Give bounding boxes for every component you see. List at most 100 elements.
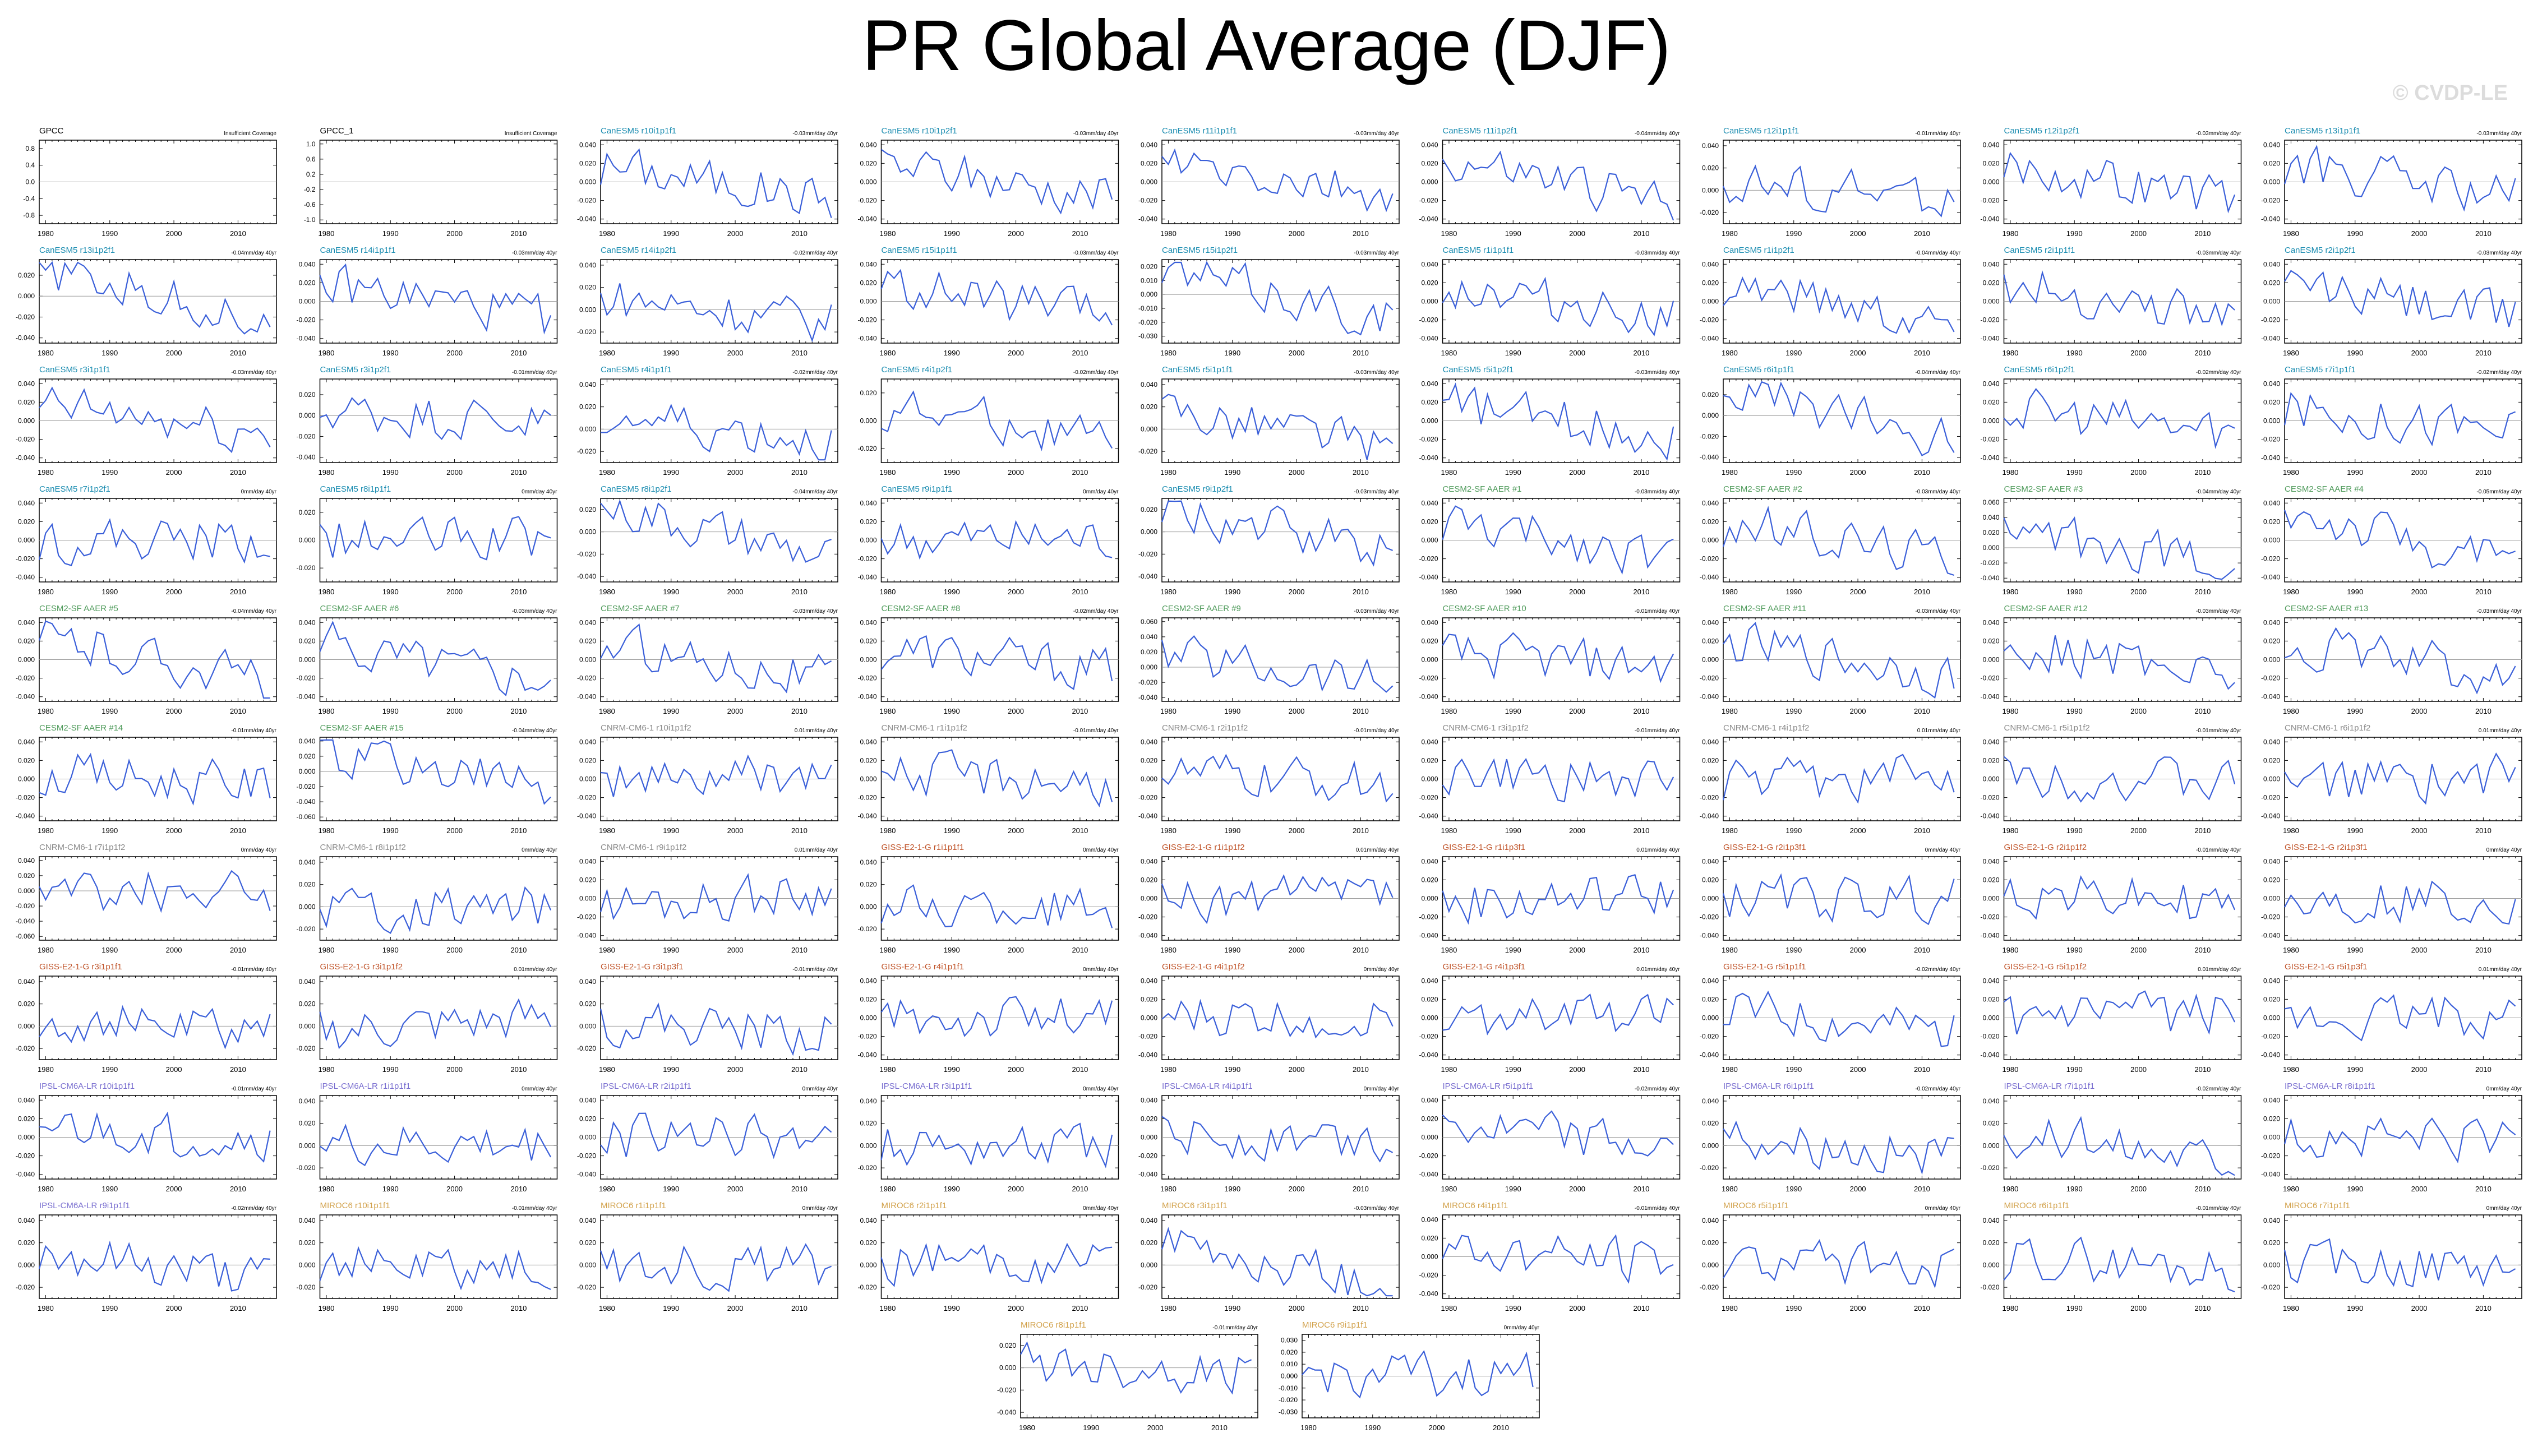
x-tick-label: 2010 (2475, 468, 2492, 477)
x-tick-label: 2000 (1008, 707, 1024, 715)
x-tick-label: 2010 (1353, 349, 1369, 357)
y-tick-label: 0.020 (860, 159, 876, 167)
x-tick-label: 2000 (166, 826, 182, 835)
y-tick-label: 0.020 (2263, 159, 2280, 167)
x-tick-label: 1990 (382, 826, 399, 835)
x-tick-label: 2010 (2194, 349, 2211, 357)
y-tick-label: -0.040 (296, 693, 315, 701)
plot-frame (1161, 617, 1400, 702)
panel: CanESM5 r5i1p1f1 -0.03mm/day 40yr 1980 1990… (1138, 365, 1400, 477)
x-tick-label: 1980 (879, 826, 896, 835)
x-tick-label: 1990 (2347, 349, 2363, 357)
panel-title: CanESM5 r7i1p1f1 (2285, 365, 2356, 375)
panel: CESM2-SF AAER #10 -0.01mm/day 40yr 1980 199… (1419, 604, 1681, 715)
y-tick-label: -0.040 (1700, 335, 1719, 343)
y-tick-label: 0.040 (298, 260, 315, 268)
y-tick-label: 0.040 (579, 141, 596, 149)
x-tick-label: 2000 (727, 349, 744, 357)
x-tick-label: 2010 (2194, 707, 2211, 715)
y-tick-label: 0.020 (860, 279, 876, 286)
y-tick-label: -0.020 (1138, 318, 1157, 326)
plot-frame (319, 737, 558, 821)
y-tick-label: 0.020 (1982, 398, 1999, 406)
x-tick-label: 1990 (944, 707, 960, 715)
panel-title: CanESM5 r6i1p1f1 (1723, 365, 1794, 375)
panel: CESM2-SF AAER #3 -0.04mm/day 40yr 1980 1990… (1980, 484, 2242, 596)
series-line (320, 739, 551, 805)
x-tick-label: 2000 (1008, 349, 1024, 357)
y-tick-label: -0.040 (577, 215, 596, 223)
x-tick-label: 1980 (2002, 468, 2018, 477)
panel: CanESM5 r10i1p1f1 -0.03mm/day 40yr 1980 199… (577, 126, 838, 238)
y-tick-label: 0.020 (1982, 159, 1999, 167)
x-tick-label: 2000 (1008, 826, 1024, 835)
series-line (38, 620, 270, 699)
x-tick-label: 2000 (2130, 707, 2147, 715)
y-tick-label: -0.020 (296, 432, 315, 440)
x-tick-label: 1990 (944, 826, 960, 835)
y-tick-label: -0.020 (1138, 678, 1157, 686)
trend-label: -0.02mm/day 40yr (792, 250, 838, 256)
panel: CanESM5 r15i1p2f1 -0.03mm/day 40yr 1980 199… (1138, 246, 1400, 357)
panel-title: CESM2-SF AAER #14 (39, 723, 123, 733)
y-tick-label: 0.020 (298, 637, 315, 645)
x-tick-label: 1990 (382, 229, 399, 238)
series-line (1442, 276, 1674, 336)
y-tick-label: -0.6 (304, 201, 316, 209)
y-tick-label: -0.040 (1138, 694, 1157, 701)
y-tick-label: 0.020 (579, 506, 596, 514)
x-tick-label: 2000 (2411, 707, 2428, 715)
trend-label: -0.03mm/day 40yr (792, 131, 838, 137)
panel-title: CESM2-SF AAER #12 (2004, 604, 2088, 613)
y-tick-label: 0.040 (298, 737, 315, 745)
y-tick-label: 0.000 (18, 775, 35, 783)
panel-title: CanESM5 r15i1p2f1 (1162, 246, 1238, 255)
x-tick-label: 1990 (663, 468, 679, 477)
y-tick-label: 0.000 (579, 306, 596, 313)
series-line (39, 386, 271, 454)
y-tick-label: 0.000 (298, 768, 315, 775)
x-tick-label: 1990 (101, 826, 118, 835)
x-tick-label: 2010 (1633, 229, 1649, 238)
y-tick-label: 0.000 (1982, 544, 1999, 552)
series-line (880, 520, 1113, 560)
x-tick-label: 2000 (166, 468, 182, 477)
panel-title: CanESM5 r4i1p2f1 (882, 365, 953, 375)
series-line (600, 754, 832, 797)
y-tick-label: -0.040 (2261, 335, 2280, 343)
y-tick-label: 0.020 (860, 389, 876, 397)
y-tick-label: 0.000 (1982, 178, 1999, 186)
y-tick-label: 0.000 (1421, 537, 1438, 544)
x-tick-label: 1980 (38, 229, 54, 238)
x-tick-label: 1980 (1160, 707, 1176, 715)
x-tick-label: 2010 (791, 468, 808, 477)
y-tick-label: 0.020 (1421, 637, 1438, 645)
y-tick-label: -0.040 (296, 454, 315, 461)
x-tick-label: 2000 (1008, 468, 1024, 477)
x-tick-label: 1990 (1224, 588, 1240, 596)
trend-label: -0.03mm/day 40yr (1073, 131, 1119, 137)
y-tick-label: 1.0 (306, 140, 316, 148)
y-tick-label: -0.020 (1700, 209, 1719, 216)
x-tick-label: 2010 (791, 229, 808, 238)
series-line (1161, 635, 1394, 693)
x-tick-label: 2010 (510, 707, 527, 715)
panel: CanESM5 r5i1p2f1 -0.03mm/day 40yr 1980 1990… (1419, 365, 1681, 477)
y-tick-label: 0.000 (1421, 178, 1438, 186)
y-tick-label: 0.020 (18, 517, 35, 525)
y-tick-label: -0.8 (23, 211, 35, 219)
y-tick-label: 0.0 (25, 178, 35, 186)
x-tick-label: 1990 (101, 588, 118, 596)
x-tick-label: 1990 (101, 229, 118, 238)
y-tick-label: 0.000 (860, 775, 876, 783)
panel-title: CESM2-SF AAER #6 (320, 604, 399, 613)
panel: CanESM5 r1i1p1f1 -0.03mm/day 40yr 1980 1990… (1419, 246, 1681, 357)
panel: CESM2-SF AAER #12 -0.03mm/day 40yr 1980 199… (1980, 604, 2242, 715)
x-tick-label: 2000 (446, 229, 463, 238)
x-tick-label: 2000 (1569, 588, 1585, 596)
y-tick-label: 0.040 (860, 738, 876, 746)
x-tick-label: 1980 (1441, 468, 1457, 477)
y-tick-label: -0.040 (1419, 335, 1438, 343)
y-tick-label: 0.000 (1982, 298, 1999, 306)
plot-frame (39, 259, 277, 344)
